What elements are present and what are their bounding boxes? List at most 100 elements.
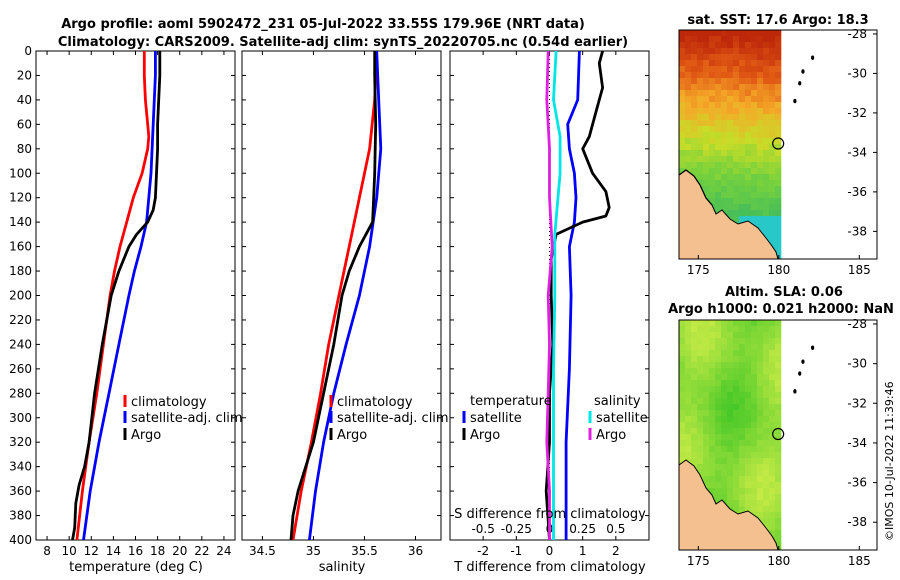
heatmap-cell bbox=[679, 150, 686, 157]
heatmap-cell bbox=[721, 416, 728, 423]
island-marker bbox=[798, 371, 802, 376]
heatmap-cell bbox=[721, 476, 728, 483]
heatmap-cell bbox=[715, 108, 722, 115]
heatmap-cell bbox=[679, 156, 686, 163]
heatmap-cell bbox=[751, 54, 758, 61]
heatmap-cell bbox=[715, 60, 722, 67]
heatmap-cell bbox=[775, 66, 782, 73]
heatmap-cell bbox=[775, 96, 782, 103]
heatmap-cell bbox=[733, 446, 740, 453]
heatmap-cell bbox=[721, 42, 728, 49]
heatmap-cell bbox=[697, 96, 704, 103]
heatmap-cell bbox=[697, 48, 704, 55]
heatmap-cell bbox=[703, 338, 710, 345]
heatmap-cell bbox=[703, 78, 710, 85]
heatmap-cell bbox=[679, 84, 686, 91]
heatmap-cell bbox=[679, 120, 686, 127]
heatmap-cell bbox=[775, 126, 782, 133]
heatmap-cell bbox=[769, 222, 776, 229]
heatmap-cell bbox=[745, 204, 752, 211]
heatmap-cell bbox=[739, 500, 746, 507]
heatmap-cell bbox=[733, 72, 740, 79]
map-x-tick-label: 180 bbox=[767, 554, 790, 568]
heatmap-cell bbox=[685, 60, 692, 67]
heatmap-cell bbox=[715, 54, 722, 61]
heatmap-cell bbox=[703, 90, 710, 97]
heatmap-cell bbox=[745, 120, 752, 127]
heatmap-cell bbox=[679, 404, 686, 411]
heatmap-cell bbox=[739, 60, 746, 67]
heatmap-cell bbox=[703, 42, 710, 49]
heatmap-cell bbox=[775, 180, 782, 187]
heatmap-cell bbox=[697, 410, 704, 417]
heatmap-cell bbox=[769, 78, 776, 85]
heatmap-cell bbox=[733, 374, 740, 381]
heatmap-cell bbox=[703, 398, 710, 405]
heatmap-cell bbox=[703, 410, 710, 417]
figure-title-line2: Climatology: CARS2009. Satellite-adj cli… bbox=[58, 35, 628, 50]
heatmap-cell bbox=[775, 108, 782, 115]
heatmap-cell bbox=[727, 350, 734, 357]
heatmap-cell bbox=[685, 156, 692, 163]
heatmap-cell bbox=[685, 36, 692, 43]
heatmap-cell bbox=[709, 434, 716, 441]
heatmap-cell bbox=[715, 102, 722, 109]
heatmap-cell bbox=[763, 368, 770, 375]
heatmap-cell bbox=[757, 494, 764, 501]
heatmap-cell bbox=[709, 162, 716, 169]
heatmap-cell bbox=[757, 192, 764, 199]
heatmap-cell bbox=[745, 356, 752, 363]
heatmap-cell bbox=[709, 114, 716, 121]
heatmap-cell bbox=[751, 446, 758, 453]
heatmap-cell bbox=[709, 464, 716, 471]
heatmap-cell bbox=[769, 66, 776, 73]
heatmap-cell bbox=[745, 54, 752, 61]
heatmap-cell bbox=[721, 464, 728, 471]
x-tick-label: -1 bbox=[510, 544, 522, 558]
heatmap-cell bbox=[679, 374, 686, 381]
heatmap-cell bbox=[727, 458, 734, 465]
heatmap-cell bbox=[763, 524, 770, 531]
heatmap-cell bbox=[733, 210, 740, 217]
island-marker bbox=[811, 345, 815, 350]
heatmap-cell bbox=[727, 84, 734, 91]
heatmap-cell bbox=[775, 458, 782, 465]
heatmap-cell bbox=[751, 368, 758, 375]
heatmap-cell bbox=[763, 428, 770, 435]
heatmap-cell bbox=[757, 78, 764, 85]
heatmap-cell bbox=[727, 398, 734, 405]
heatmap-cell bbox=[733, 48, 740, 55]
heatmap-cell bbox=[727, 416, 734, 423]
heatmap-cell bbox=[751, 350, 758, 357]
heatmap-cell bbox=[691, 138, 698, 145]
heatmap-cell bbox=[757, 458, 764, 465]
heatmap-cell bbox=[775, 60, 782, 67]
heatmap-cell bbox=[697, 156, 704, 163]
heatmap-cell bbox=[775, 72, 782, 79]
heatmap-cell bbox=[685, 90, 692, 97]
heatmap-cell bbox=[745, 102, 752, 109]
heatmap-cell bbox=[733, 434, 740, 441]
heatmap-cell bbox=[751, 476, 758, 483]
heatmap-cell bbox=[721, 138, 728, 145]
heatmap-cell bbox=[751, 458, 758, 465]
heatmap-cell bbox=[757, 470, 764, 477]
sla-land-mass bbox=[679, 459, 779, 550]
heatmap-cell bbox=[739, 66, 746, 73]
legend-heading-salinity: salinity bbox=[594, 394, 641, 409]
heatmap-cell bbox=[769, 186, 776, 193]
legend-heading-temperature: temperature bbox=[470, 394, 552, 409]
legend-label-argo: Argo bbox=[131, 428, 161, 443]
heatmap-cell bbox=[679, 36, 686, 43]
heatmap-cell bbox=[751, 428, 758, 435]
heatmap-cell bbox=[727, 404, 734, 411]
heatmap-cell bbox=[715, 180, 722, 187]
heatmap-cell bbox=[769, 452, 776, 459]
heatmap-cell bbox=[757, 54, 764, 61]
heatmap-cell bbox=[727, 174, 734, 181]
heatmap-cell bbox=[721, 422, 728, 429]
heatmap-cell bbox=[769, 416, 776, 423]
heatmap-cell bbox=[763, 356, 770, 363]
heatmap-cell bbox=[751, 440, 758, 447]
island-marker bbox=[793, 98, 797, 104]
